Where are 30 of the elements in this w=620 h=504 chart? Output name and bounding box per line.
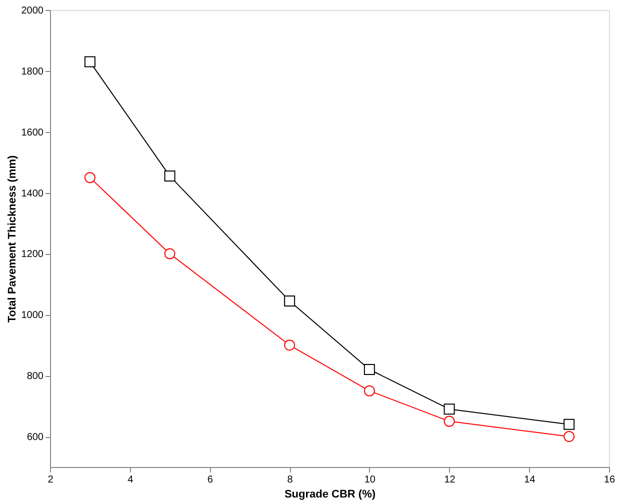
x-tick-label: 2 (48, 474, 54, 486)
y-tick-label: 600 (26, 432, 44, 444)
y-tick-label: 1800 (21, 66, 44, 78)
point (84, 172, 96, 184)
x-tick-label: 10 (364, 474, 376, 486)
point (444, 404, 455, 415)
x-tick-label: 4 (128, 474, 134, 486)
y-axis-title: Total Pavement Thickness (mm) (6, 155, 18, 323)
x-tick-label: 8 (287, 474, 294, 486)
y-tick-label: 1600 (21, 127, 44, 138)
y-tick-label: 800 (26, 371, 44, 382)
x-tick-label: 16 (604, 474, 616, 486)
point (284, 340, 296, 351)
x-axis-title: Sugrade CBR (%) (284, 488, 376, 500)
point (444, 416, 455, 427)
point (284, 295, 296, 306)
point (564, 431, 575, 442)
y-tick-label: 2000 (21, 6, 44, 16)
point (164, 170, 176, 182)
y-tick-label: 1000 (21, 310, 44, 322)
y-tick-label: 1400 (21, 188, 44, 200)
x-tick-label: 14 (524, 474, 536, 486)
point (164, 248, 176, 260)
point (564, 418, 575, 430)
x-tick-label: 6 (207, 474, 214, 486)
point (364, 385, 375, 396)
y-tick-label: 1200 (21, 249, 44, 260)
point (84, 56, 96, 68)
point (364, 364, 375, 376)
x-tick-label: 12 (444, 474, 456, 486)
